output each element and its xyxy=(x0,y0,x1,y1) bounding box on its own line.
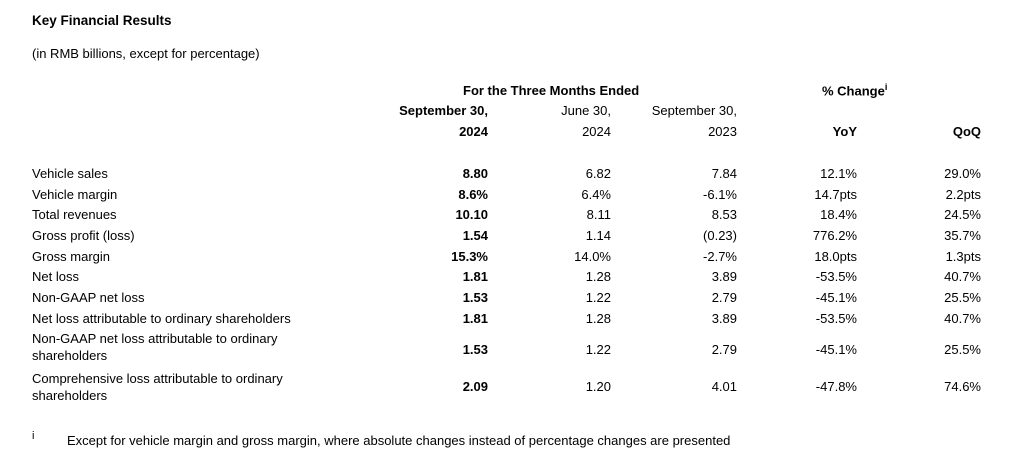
row-label: Gross profit (loss) xyxy=(32,228,135,243)
cell-value: 8.80 xyxy=(462,166,488,181)
cell-value: 15.3% xyxy=(451,248,488,264)
cell-value: 2.79 xyxy=(711,290,737,305)
cell-value: 40.7% xyxy=(944,269,981,284)
cell-value: 6.82 xyxy=(585,166,611,181)
cell-value: -6.1% xyxy=(703,186,737,202)
cell-value: 1.81 xyxy=(462,310,488,326)
cell-value: -45.1% xyxy=(815,290,857,305)
cell-value: 1.22 xyxy=(585,342,611,357)
cell-value: 3.89 xyxy=(711,269,737,284)
cell-value: -45.1% xyxy=(815,342,857,357)
cell-value: -53.5% xyxy=(815,310,857,326)
col-jun-2024-line1: June 30, xyxy=(561,103,611,118)
cell-value: 1.54 xyxy=(462,228,488,243)
header-three-months-ended: For the Three Months Ended xyxy=(463,83,640,98)
cell-value: 18.0pts xyxy=(814,248,857,264)
cell-value: 1.81 xyxy=(462,269,488,284)
row-label: Non-GAAP net loss xyxy=(32,290,145,305)
cell-value: -47.8% xyxy=(815,379,857,394)
cell-value: 8.11 xyxy=(586,207,611,222)
cell-value: 14.0% xyxy=(574,248,611,264)
footnote-marker: i xyxy=(32,430,35,442)
col-yoy: YoY xyxy=(832,124,857,139)
cell-value: 2.09 xyxy=(462,379,488,394)
cell-value: 1.22 xyxy=(585,290,611,305)
cell-value: 8.6% xyxy=(458,186,488,202)
col-jun-2024-line2: 2024 xyxy=(582,124,611,139)
cell-value: 2.2pts xyxy=(945,186,981,202)
col-sep-2024-line1: September 30, xyxy=(399,103,488,118)
row-label: Net loss xyxy=(32,269,79,284)
cell-value: 1.20 xyxy=(585,379,611,394)
row-label-line2: shareholders xyxy=(32,388,108,403)
row-label-line1: Non-GAAP net loss attributable to ordina… xyxy=(32,331,278,346)
cell-value: 14.7pts xyxy=(814,186,857,202)
units-subtitle: (in RMB billions, except for percentage) xyxy=(32,46,260,61)
cell-value: (0.23) xyxy=(703,228,737,243)
cell-value: 25.5% xyxy=(944,290,981,305)
cell-value: 40.7% xyxy=(944,310,981,326)
cell-value: 1.3pts xyxy=(945,248,981,264)
cell-value: 1.28 xyxy=(585,310,611,326)
col-qoq: QoQ xyxy=(952,124,981,139)
col-sep-2023-line1: September 30, xyxy=(651,103,737,118)
cell-value: 1.28 xyxy=(585,269,611,284)
cell-value: 2.79 xyxy=(711,342,737,357)
row-label: Net loss attributable to ordinary shareh… xyxy=(32,310,291,326)
cell-value: 18.4% xyxy=(820,207,857,222)
row-label: Vehicle sales xyxy=(32,166,108,181)
col-sep-2023-line2: 2023 xyxy=(708,124,737,139)
cell-value: 1.53 xyxy=(462,290,488,305)
cell-value: 1.14 xyxy=(585,228,611,243)
cell-value: 29.0% xyxy=(944,166,981,181)
cell-value: 776.2% xyxy=(812,228,857,243)
cell-value: 74.6% xyxy=(944,379,981,394)
cell-value: 10.10 xyxy=(455,207,488,222)
cell-value: 12.1% xyxy=(820,166,857,181)
header-percent-change: % Changei xyxy=(822,82,888,99)
row-label: Gross margin xyxy=(32,248,111,264)
row-label-line1: Comprehensive loss attributable to ordin… xyxy=(32,371,283,386)
cell-value: 24.5% xyxy=(944,207,981,222)
footnote-text: Except for vehicle margin and gross marg… xyxy=(67,433,731,448)
cell-value: 35.7% xyxy=(944,228,981,243)
cell-value: 6.4% xyxy=(581,186,611,202)
cell-value: 4.01 xyxy=(711,379,737,394)
cell-value: 25.5% xyxy=(944,342,981,357)
footnote-ref-marker: i xyxy=(884,82,888,92)
page-title: Key Financial Results xyxy=(32,13,172,28)
cell-value: 1.53 xyxy=(462,342,488,357)
cell-value: -53.5% xyxy=(815,269,857,284)
cell-value: 3.89 xyxy=(711,310,737,326)
row-label: Total revenues xyxy=(32,207,117,222)
row-label: Vehicle margin xyxy=(32,186,118,202)
cell-value: 8.53 xyxy=(711,207,737,222)
cell-value: -2.7% xyxy=(703,248,737,264)
col-sep-2024-line2: 2024 xyxy=(459,124,488,139)
cell-value: 7.84 xyxy=(711,166,737,181)
row-label-line2: shareholders xyxy=(32,348,108,363)
